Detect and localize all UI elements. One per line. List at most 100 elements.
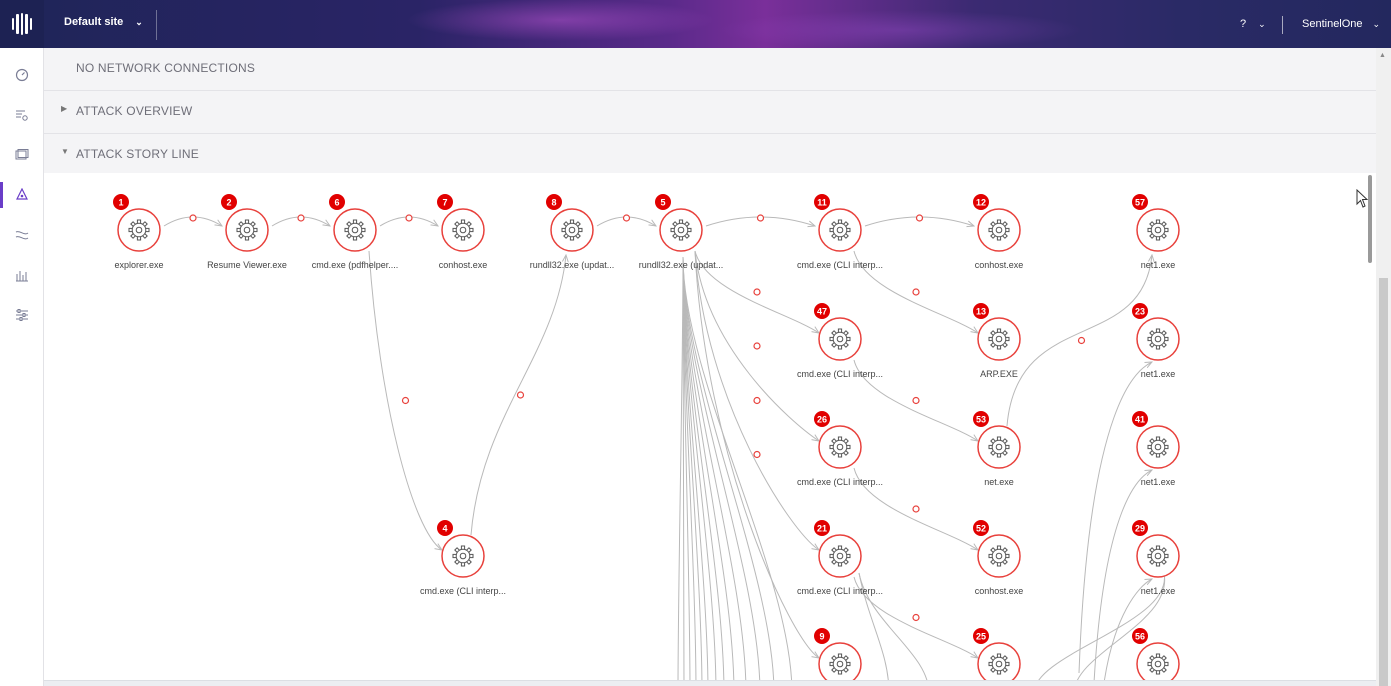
graph-scrollbar[interactable] xyxy=(1366,173,1374,680)
edge-midpoint-dot[interactable] xyxy=(912,288,920,296)
process-node[interactable]: 5 xyxy=(655,194,703,252)
node-label: net1.exe xyxy=(1140,369,1176,379)
edge-midpoint-dot[interactable] xyxy=(189,214,197,222)
edge-midpoint-dot[interactable] xyxy=(622,214,631,222)
edge-midpoint-dot[interactable] xyxy=(915,214,924,222)
section-attack-overview[interactable]: ▶ ATTACK OVERVIEW xyxy=(44,91,1376,134)
gear-icon xyxy=(670,219,692,241)
process-node[interactable]: 8 xyxy=(546,194,594,252)
edge-midpoint-dot[interactable] xyxy=(405,214,413,222)
storyline-graph[interactable]: 1 2 6 7 4 8 5 11 47 26 21 9 12 13 53 52 25 57 23 41 29 56 exp… xyxy=(44,173,1376,680)
process-node[interactable]: 21 xyxy=(814,520,862,578)
graph-footer xyxy=(44,680,1376,686)
process-node[interactable]: 6 xyxy=(329,194,377,252)
node-label: Resume Viewer.exe xyxy=(207,260,287,270)
sidebar-item-reports[interactable] xyxy=(0,260,44,290)
node-badge xyxy=(1132,303,1148,319)
node-badge-number: 56 xyxy=(1135,632,1145,642)
graph-scroll-thumb[interactable] xyxy=(1368,175,1372,263)
chevron-down-icon: ⌄ xyxy=(135,16,143,27)
gear-icon xyxy=(452,219,474,241)
process-node[interactable]: 56 xyxy=(1132,628,1180,680)
graph-edge-fan xyxy=(682,256,775,680)
node-badge-number: 5 xyxy=(660,198,665,208)
node-badge-number: 25 xyxy=(976,632,986,642)
process-node[interactable]: 7 xyxy=(437,194,485,252)
node-badge xyxy=(1132,628,1148,644)
node-label: net1.exe xyxy=(1140,586,1176,596)
node-label: conhost.exe xyxy=(438,260,488,270)
graph-edge-fan xyxy=(858,572,928,680)
process-node[interactable]: 9 xyxy=(814,628,862,680)
sidebar-item-devices[interactable] xyxy=(0,140,44,170)
node-badge xyxy=(814,628,830,644)
scroll-up-icon[interactable]: ▲ xyxy=(1379,52,1386,59)
edge-midpoint-dot[interactable] xyxy=(756,214,765,222)
sentinelone-logo[interactable] xyxy=(0,0,44,48)
process-node[interactable]: 11 xyxy=(814,194,862,252)
process-node[interactable]: 47 xyxy=(814,303,862,361)
node-badge-number: 11 xyxy=(817,198,827,208)
graph-edge xyxy=(694,250,819,658)
section-network-label: NO NETWORK CONNECTIONS xyxy=(76,61,256,75)
process-node[interactable]: 53 xyxy=(973,411,1021,469)
process-node[interactable]: 26 xyxy=(814,411,862,469)
node-badge-number: 26 xyxy=(817,415,827,425)
gear-icon xyxy=(452,545,474,567)
process-node[interactable]: 13 xyxy=(973,303,1021,361)
user-menu[interactable]: SentinelOne ⌄ xyxy=(1302,18,1380,30)
edge-midpoint-dot[interactable] xyxy=(753,342,761,350)
gear-icon xyxy=(829,653,851,675)
process-node[interactable]: 2 xyxy=(221,194,269,252)
edge-midpoint-dot[interactable] xyxy=(912,505,920,513)
node-badge xyxy=(655,194,671,210)
sidebar-item-activity[interactable] xyxy=(0,100,44,130)
section-attack-story-line[interactable]: ▼ ATTACK STORY LINE xyxy=(44,134,1376,177)
edge-midpoint-dot[interactable] xyxy=(401,396,410,405)
process-node[interactable]: 57 xyxy=(1132,194,1180,252)
process-node[interactable]: 25 xyxy=(973,628,1021,680)
process-node[interactable]: 1 xyxy=(113,194,161,252)
graph-edge-fan xyxy=(682,256,735,680)
page-scrollbar[interactable]: ▲ xyxy=(1376,48,1391,686)
node-badge xyxy=(1132,520,1148,536)
process-node[interactable]: 4 xyxy=(437,520,485,578)
logo-icon xyxy=(12,13,33,35)
edge-midpoint-dot[interactable] xyxy=(912,613,920,622)
process-node[interactable]: 29 xyxy=(1132,520,1180,578)
edge-midpoint-dot[interactable] xyxy=(1077,336,1086,345)
edge-midpoint-dot[interactable] xyxy=(912,396,920,405)
node-label: net1.exe xyxy=(1140,260,1176,270)
sidebar-item-settings[interactable] xyxy=(0,300,44,330)
graph-edge xyxy=(694,250,819,333)
site-selector[interactable]: Default site ⌄ xyxy=(64,16,143,28)
edge-midpoint-dot[interactable] xyxy=(753,450,761,459)
top-bar: Default site ⌄ ? ⌄ SentinelOne ⌄ xyxy=(0,0,1391,48)
page-scroll-thumb[interactable] xyxy=(1379,278,1388,686)
site-label: Default site xyxy=(64,16,124,28)
node-badge xyxy=(546,194,562,210)
section-storyline-label: ATTACK STORY LINE xyxy=(76,147,199,161)
graph-edge xyxy=(853,250,978,333)
help-menu[interactable]: ? ⌄ xyxy=(1240,18,1266,30)
node-label: cmd.exe (CLI interp... xyxy=(796,260,884,270)
process-node[interactable]: 23 xyxy=(1132,303,1180,361)
node-badge xyxy=(221,194,237,210)
edge-midpoint-dot[interactable] xyxy=(516,391,525,399)
sidebar-item-dashboard[interactable] xyxy=(0,60,44,90)
gear-icon xyxy=(829,219,851,241)
sidebar-item-threats[interactable] xyxy=(0,180,44,210)
edge-midpoint-dot[interactable] xyxy=(297,214,305,222)
chevron-down-icon: ⌄ xyxy=(1258,18,1266,29)
edge-midpoint-dot[interactable] xyxy=(753,396,761,405)
node-badge-number: 2 xyxy=(226,198,231,208)
chevron-down-icon: ⌄ xyxy=(1372,18,1381,29)
process-node[interactable]: 12 xyxy=(973,194,1021,252)
sidebar-item-network[interactable] xyxy=(0,220,44,250)
node-label: cmd.exe (CLI interp... xyxy=(796,586,884,596)
edge-midpoint-dot[interactable] xyxy=(753,288,761,296)
process-node[interactable]: 52 xyxy=(973,520,1021,578)
node-badge-number: 1 xyxy=(118,198,123,208)
process-node[interactable]: 41 xyxy=(1132,411,1180,469)
